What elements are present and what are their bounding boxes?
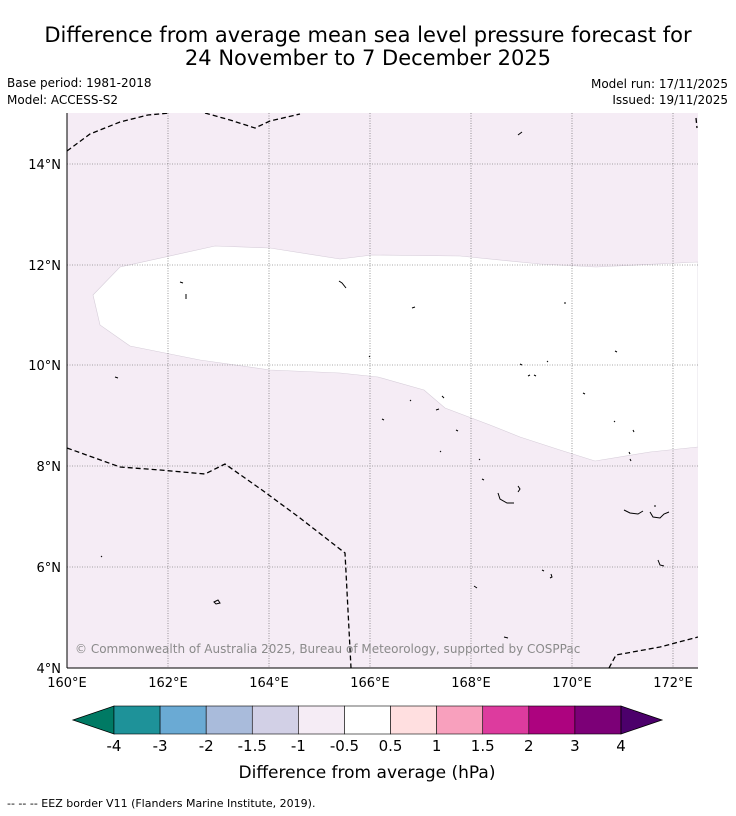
colorbar-segment (390, 705, 437, 735)
colorbar-segment (159, 705, 207, 735)
model-run: Model run: 17/11/2025 (590, 77, 728, 91)
colorbar-segment (205, 705, 253, 735)
colorbar-tick-label: 2 (524, 737, 534, 755)
lon-label: 166°E (350, 676, 390, 691)
colorbar-title: Difference from average (hPa) (239, 763, 496, 783)
gridlines (67, 113, 698, 668)
anomaly-region-white (92, 245, 698, 462)
colorbar-segment (482, 705, 530, 735)
colorbar-segment (574, 705, 622, 735)
colorbar-tick-label: -4 (107, 737, 122, 755)
colorbar-tick-label: -1.5 (238, 737, 267, 755)
base-period: Base period: 1981-2018 (7, 76, 152, 90)
colorbar: -4 -3 -2 -1.5 -1 -0.5 0.5 1 1.5 2 3 4 (71, 705, 664, 755)
plot-frame (66, 113, 698, 669)
lon-label: 160°E (47, 676, 87, 691)
lat-label: 12°N (28, 259, 61, 274)
eez-borders (67, 113, 698, 668)
lat-label: 14°N (28, 158, 61, 173)
lon-label: 168°E (451, 676, 491, 691)
colorbar-extend-low (71, 705, 115, 735)
colorbar-segment (251, 705, 299, 735)
title-line-1: Difference from average mean sea level p… (44, 23, 692, 47)
model-name: Model: ACCESS-S2 (7, 93, 119, 107)
lon-label: 164°E (249, 676, 289, 691)
lon-label: 162°E (148, 676, 188, 691)
issued-date: Issued: 19/11/2025 (612, 93, 728, 107)
lat-label: 4°N (37, 662, 62, 677)
lat-label: 8°N (37, 460, 62, 475)
lat-label: 6°N (37, 561, 62, 576)
colorbar-tick-label: -3 (153, 737, 168, 755)
colorbar-tick-label: 4 (616, 737, 626, 755)
lat-label: 10°N (28, 359, 61, 374)
island-outlines (100, 131, 670, 639)
colorbar-segment (113, 705, 161, 735)
colorbar-extend-high (620, 705, 664, 735)
eez-footnote: -- -- -- EEZ border V11 (Flanders Marine… (7, 797, 316, 810)
title-line-2: 24 November to 7 December 2025 (184, 46, 552, 70)
lon-label: 170°E (552, 676, 592, 691)
copyright-notice: © Commonwealth of Australia 2025, Bureau… (75, 642, 580, 656)
colorbar-segment (436, 705, 484, 735)
colorbar-tick-label: -1 (291, 737, 306, 755)
colorbar-segment (528, 705, 576, 735)
colorbar-tick-label: 3 (570, 737, 580, 755)
colorbar-segment (344, 705, 391, 735)
colorbar-tick-label: 1.5 (471, 737, 495, 755)
colorbar-tick-label: 1 (432, 737, 442, 755)
colorbar-tick-label: 0.5 (379, 737, 403, 755)
colorbar-segment (298, 705, 345, 735)
colorbar-tick-label: -2 (199, 737, 214, 755)
colorbar-tick-label: -0.5 (330, 737, 359, 755)
lon-label: 172°E (653, 676, 693, 691)
